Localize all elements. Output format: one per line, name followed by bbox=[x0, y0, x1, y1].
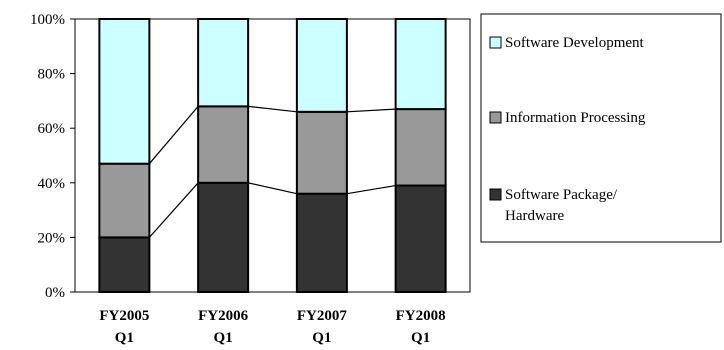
y-tick-label: 80% bbox=[38, 67, 66, 83]
series-line bbox=[346, 184, 396, 195]
axes: 0% 20% 40% 60% 80% 100% FY2005 Q1 FY2006 Q1 FY2007… bbox=[30, 12, 446, 346]
x-tick-label: FY2007 Q1 bbox=[297, 308, 347, 346]
bar-segment bbox=[394, 184, 447, 293]
y-tick-label: 40% bbox=[38, 176, 66, 192]
bar-segment bbox=[197, 105, 250, 184]
bar-segment bbox=[394, 18, 447, 111]
legend-swatch bbox=[489, 36, 502, 49]
bar-segment bbox=[98, 236, 151, 293]
legend-swatch bbox=[489, 111, 502, 124]
x-tick-label: FY2008 Q1 bbox=[396, 308, 446, 346]
bar-segment bbox=[394, 108, 447, 187]
legend-label: Software Development bbox=[505, 35, 645, 51]
series-line bbox=[346, 108, 396, 113]
y-tick-label: 20% bbox=[38, 230, 66, 246]
series-line bbox=[148, 182, 199, 238]
x-tick-label: FY2006 Q1 bbox=[198, 308, 248, 346]
bar-segment bbox=[98, 18, 151, 165]
y-tick-label: 100% bbox=[30, 12, 65, 28]
bar-segment bbox=[197, 18, 250, 108]
y-tick-label: 0% bbox=[45, 285, 65, 301]
legend: Software Development Information Processi… bbox=[480, 13, 722, 243]
series-line bbox=[248, 105, 297, 113]
legend-box bbox=[480, 13, 722, 243]
series-line bbox=[148, 105, 199, 165]
bar-segment bbox=[295, 192, 348, 293]
series-line bbox=[247, 182, 298, 195]
bar-segment bbox=[197, 181, 250, 293]
legend-label: Information Processing bbox=[505, 110, 646, 126]
bar-segment bbox=[295, 110, 348, 195]
bar-segment bbox=[295, 18, 348, 113]
bar-segment bbox=[98, 162, 151, 239]
y-tick-label: 60% bbox=[38, 121, 66, 137]
legend-label: Software Package/Hardware bbox=[505, 187, 618, 224]
legend-swatch bbox=[489, 188, 502, 201]
x-tick-label: FY2005 Q1 bbox=[99, 308, 149, 346]
plot-area bbox=[74, 18, 471, 293]
